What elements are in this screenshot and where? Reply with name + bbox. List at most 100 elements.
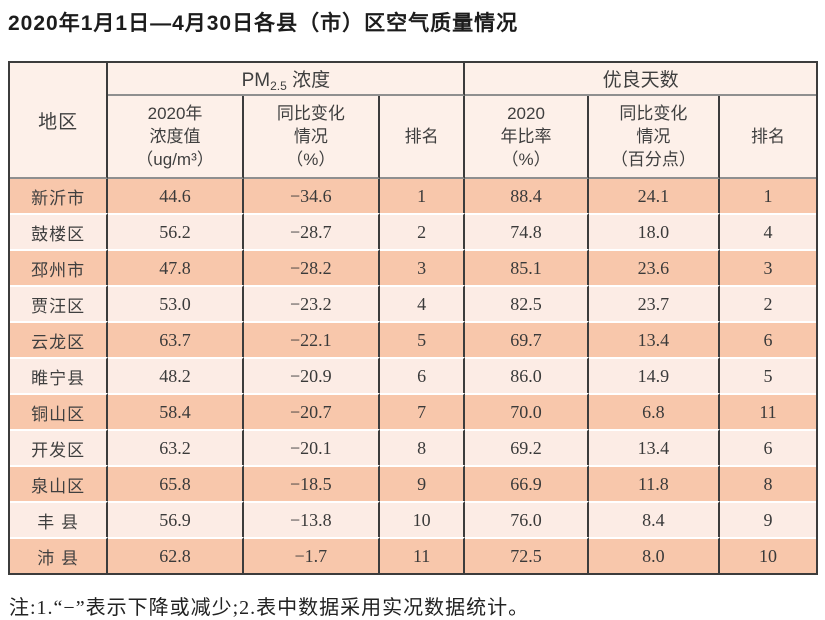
ratio-cell: 69.2 [465, 429, 589, 465]
region-cell: 贾汪区 [10, 285, 109, 321]
pm25-label-prefix: PM [241, 70, 271, 91]
concentration-cell: 53.0 [108, 285, 244, 321]
ratio-cell: 66.9 [465, 465, 589, 501]
days-rank-cell: 5 [720, 357, 816, 393]
days-rank-cell: 4 [720, 213, 816, 249]
pm25-rank-cell: 1 [379, 179, 466, 213]
table-body: 新沂市 44.6 −34.6 1 88.4 24.1 1 鼓楼区 56.2 −2… [10, 179, 816, 573]
concentration-change-cell: −28.2 [243, 249, 380, 285]
table-row: 丰 县 56.9 −13.8 10 76.0 8.4 9 [10, 501, 816, 537]
concentration-change-cell: −22.1 [243, 321, 380, 357]
concentration-cell: 63.7 [108, 321, 244, 357]
ratio-change-cell: 8.0 [588, 537, 721, 573]
ratio-change-cell: 18.0 [588, 213, 721, 249]
region-cell: 开发区 [10, 429, 109, 465]
ratio-change-cell: 23.6 [588, 249, 721, 285]
concentration-cell: 56.9 [108, 501, 244, 537]
days-rank-cell: 9 [720, 501, 816, 537]
table-header: 地区 PM2.5 浓度 优良天数 2020年 浓度值 （ug/m³） 同比变化 … [10, 63, 816, 179]
days-rank-cell: 2 [720, 285, 816, 321]
concentration-change-cell: −20.7 [243, 393, 380, 429]
table-row: 云龙区 63.7 −22.1 5 69.7 13.4 6 [10, 321, 816, 357]
table-row: 邳州市 47.8 −28.2 3 85.1 23.6 3 [10, 249, 816, 285]
days-rank-cell: 6 [720, 429, 816, 465]
region-column-header: 地区 [10, 63, 109, 179]
concentration-change-cell: −20.1 [243, 429, 380, 465]
ratio-cell: 76.0 [465, 501, 589, 537]
concentration-change-cell: −20.9 [243, 357, 380, 393]
pm25-rank-cell: 11 [379, 537, 466, 573]
table-row: 沛 县 62.8 −1.7 11 72.5 8.0 10 [10, 537, 816, 573]
concentration-column-header: 2020年 浓度值 （ug/m³） [108, 96, 244, 179]
group-header-row: 地区 PM2.5 浓度 优良天数 [10, 63, 816, 179]
concentration-change-column-header: 同比变化 情况 （%） [243, 96, 380, 179]
region-cell: 云龙区 [10, 321, 109, 357]
region-cell: 新沂市 [10, 179, 109, 213]
pm25-rank-cell: 7 [379, 393, 466, 429]
concentration-cell: 63.2 [108, 429, 244, 465]
region-cell: 鼓楼区 [10, 213, 109, 249]
pm25-rank-column-header: 排名 [379, 96, 466, 179]
ratio-change-cell: 13.4 [588, 321, 721, 357]
footnote: 注:1.“−”表示下降或减少;2.表中数据采用实况数据统计。 [9, 597, 530, 619]
ratio-cell: 82.5 [465, 285, 589, 321]
concentration-change-cell: −28.7 [243, 213, 380, 249]
ratio-cell: 72.5 [465, 537, 589, 573]
table-row: 贾汪区 53.0 −23.2 4 82.5 23.7 2 [10, 285, 816, 321]
ratio-cell: 74.8 [465, 213, 589, 249]
days-rank-cell: 10 [720, 537, 816, 573]
air-quality-table: 地区 PM2.5 浓度 优良天数 2020年 浓度值 （ug/m³） 同比变化 … [10, 63, 816, 573]
table-row: 鼓楼区 56.2 −28.7 2 74.8 18.0 4 [10, 213, 816, 249]
ratio-change-cell: 11.8 [588, 465, 721, 501]
concentration-change-cell: −23.2 [243, 285, 380, 321]
concentration-cell: 58.4 [108, 393, 244, 429]
ratio-change-cell: 8.4 [588, 501, 721, 537]
ratio-change-cell: 23.7 [588, 285, 721, 321]
air-quality-table-frame: 地区 PM2.5 浓度 优良天数 2020年 浓度值 （ug/m³） 同比变化 … [8, 61, 818, 575]
pm25-label-subscript: 2.5 [270, 79, 287, 93]
region-cell: 铜山区 [10, 393, 109, 429]
ratio-cell: 69.7 [465, 321, 589, 357]
pm25-rank-cell: 2 [379, 213, 466, 249]
ratio-change-cell: 24.1 [588, 179, 721, 213]
ratio-column-header: 2020 年比率 （%） [465, 96, 589, 179]
concentration-cell: 56.2 [108, 213, 244, 249]
sub-header-row: 2020年 浓度值 （ug/m³） 同比变化 情况 （%） 排名 2020 年比… [10, 96, 816, 179]
days-rank-cell: 8 [720, 465, 816, 501]
table-row: 铜山区 58.4 −20.7 7 70.0 6.8 11 [10, 393, 816, 429]
concentration-cell: 62.8 [108, 537, 244, 573]
pm25-rank-cell: 5 [379, 321, 466, 357]
ratio-change-cell: 14.9 [588, 357, 721, 393]
pm25-rank-cell: 9 [379, 465, 466, 501]
concentration-cell: 44.6 [108, 179, 244, 213]
concentration-change-cell: −34.6 [243, 179, 380, 213]
pm25-rank-cell: 3 [379, 249, 466, 285]
pm25-rank-cell: 10 [379, 501, 466, 537]
days-rank-cell: 6 [720, 321, 816, 357]
region-cell: 沛 县 [10, 537, 109, 573]
region-cell: 邳州市 [10, 249, 109, 285]
table-row: 泉山区 65.8 −18.5 9 66.9 11.8 8 [10, 465, 816, 501]
ratio-cell: 88.4 [465, 179, 589, 213]
table-row: 睢宁县 48.2 −20.9 6 86.0 14.9 5 [10, 357, 816, 393]
pm25-rank-cell: 8 [379, 429, 466, 465]
region-cell: 丰 县 [10, 501, 109, 537]
concentration-change-cell: −1.7 [243, 537, 380, 573]
pm25-rank-cell: 4 [379, 285, 466, 321]
days-rank-cell: 1 [720, 179, 816, 213]
page-title: 2020年1月1日—4月30日各县（市）区空气质量情况 [8, 12, 519, 35]
days-rank-column-header: 排名 [720, 96, 816, 179]
ratio-cell: 85.1 [465, 249, 589, 285]
region-cell: 睢宁县 [10, 357, 109, 393]
pm25-label-suffix: 浓度 [286, 70, 331, 91]
concentration-change-cell: −13.8 [243, 501, 380, 537]
concentration-change-cell: −18.5 [243, 465, 380, 501]
ratio-change-cell: 13.4 [588, 429, 721, 465]
days-rank-cell: 11 [720, 393, 816, 429]
good-days-group-header: 优良天数 [465, 63, 816, 96]
pm25-rank-cell: 6 [379, 357, 466, 393]
concentration-cell: 65.8 [108, 465, 244, 501]
table-row: 新沂市 44.6 −34.6 1 88.4 24.1 1 [10, 179, 816, 213]
days-rank-cell: 3 [720, 249, 816, 285]
